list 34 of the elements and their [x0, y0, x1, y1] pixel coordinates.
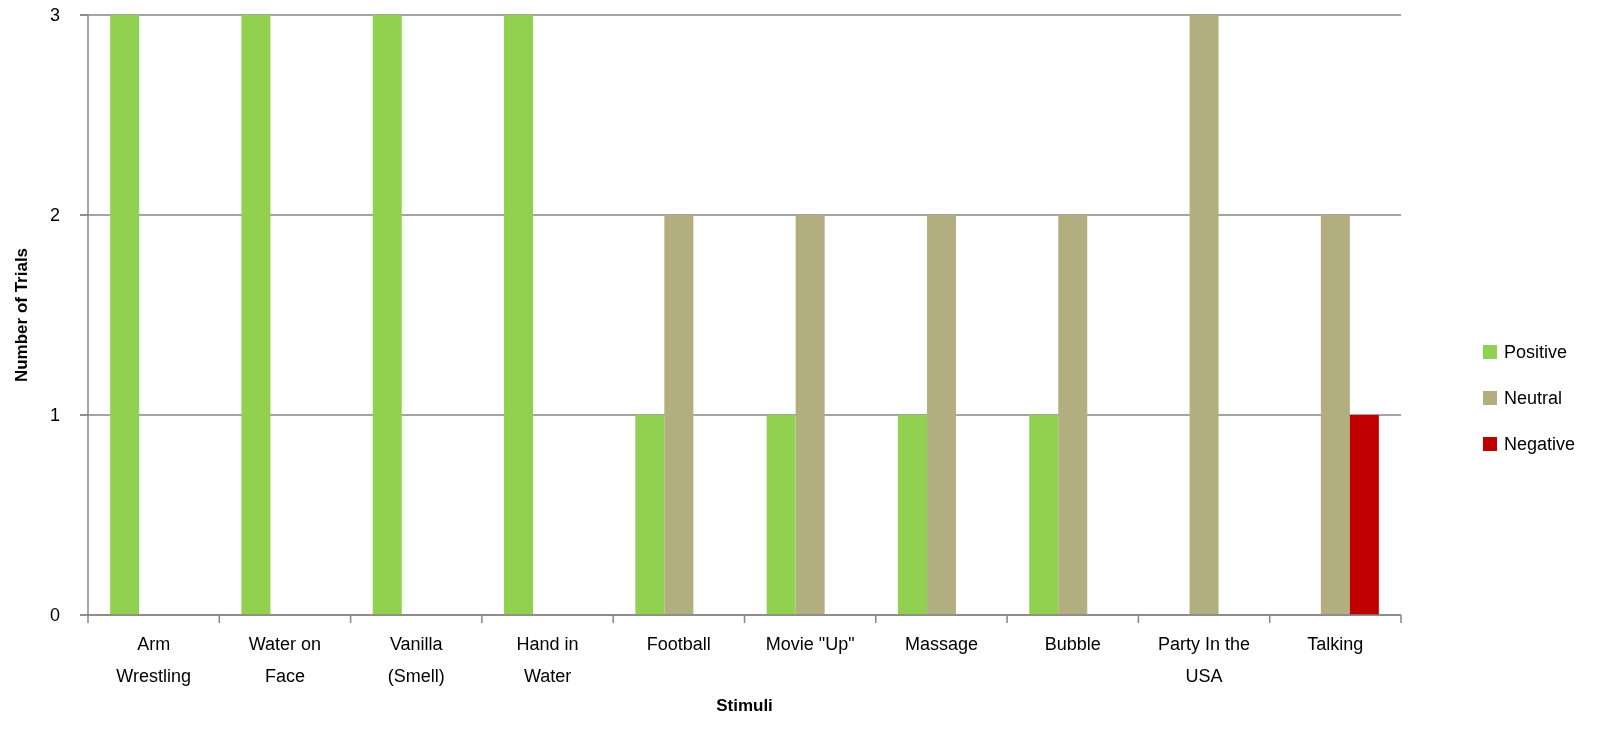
y-tick-label: 0 [49, 605, 60, 626]
bar [1029, 415, 1059, 615]
bar [926, 215, 956, 615]
x-tick-label: Movie "Up" [765, 634, 855, 654]
bar [372, 15, 402, 615]
bar [241, 15, 271, 615]
bar [1058, 215, 1088, 615]
x-tick-label: Hand in Water [516, 634, 579, 686]
x-tick-label: Bubble [1044, 634, 1101, 654]
bar [1189, 15, 1219, 615]
x-axis-title: Stimuli [716, 696, 773, 715]
bar [897, 415, 927, 615]
x-tick-label: Party In the USA [1158, 634, 1251, 686]
bar [664, 215, 694, 615]
bar [795, 215, 825, 615]
x-tick-label: Water on Face [248, 634, 322, 686]
x-tick-label: Talking [1307, 634, 1364, 654]
x-tick-label: Vanilla (Smell) [387, 634, 445, 686]
bar [504, 15, 534, 615]
y-tick-label: 1 [49, 405, 60, 426]
legend-label: Negative [1504, 434, 1576, 455]
legend-label: Positive [1504, 342, 1568, 363]
y-tick-label: 3 [49, 5, 60, 26]
legend-label: Neutral [1504, 388, 1563, 409]
bar [110, 15, 140, 615]
y-axis-title: Number of Trials [12, 247, 31, 383]
bar [766, 415, 796, 615]
x-tick-label: Massage [904, 634, 978, 654]
bar [1349, 415, 1379, 615]
bar [1320, 215, 1350, 615]
bar [635, 415, 665, 615]
x-tick-label: Arm Wrestling [116, 634, 191, 686]
x-tick-label: Football [646, 634, 711, 654]
y-tick-label: 2 [49, 205, 60, 226]
